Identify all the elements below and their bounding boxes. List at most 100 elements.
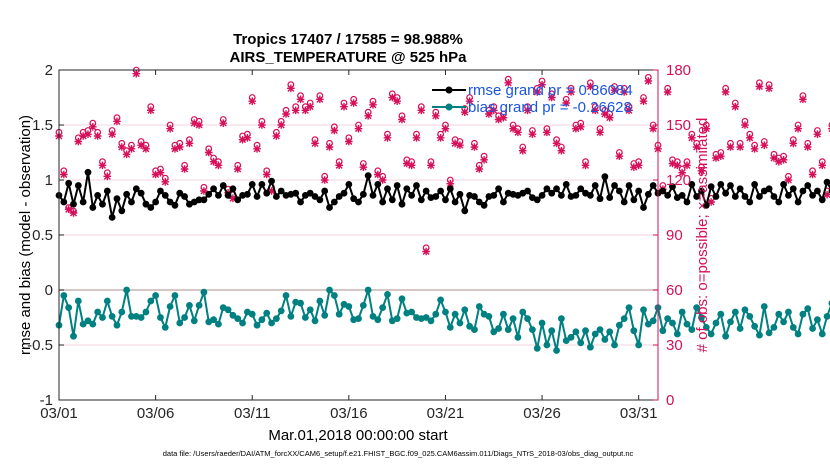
- y2-tick-label: 60: [666, 282, 683, 299]
- rmse-point: [94, 192, 102, 199]
- rmse-point: [727, 182, 734, 189]
- obs-assimilated-marker: [605, 113, 614, 122]
- obs-assimilated-marker: [547, 93, 556, 102]
- bias-point: [591, 330, 599, 338]
- rmse-point: [756, 193, 763, 200]
- obs-assimilated-marker: [794, 124, 802, 133]
- y2-tick-label: 150: [666, 117, 691, 134]
- bias-point: [683, 320, 691, 328]
- observation-count-markers: [55, 66, 830, 256]
- bias-point: [330, 292, 338, 299]
- rmse-point: [108, 214, 116, 221]
- bias-point: [393, 315, 401, 322]
- bias-point: [166, 303, 174, 310]
- y-tick-label: 1: [45, 172, 53, 189]
- obs-assimilated-marker: [683, 161, 691, 170]
- bias-point: [529, 326, 536, 333]
- rmse-point: [422, 187, 430, 195]
- rmse-point: [765, 185, 773, 193]
- obs-assimilated-marker: [103, 172, 112, 181]
- bias-point: [200, 288, 208, 296]
- rmse-point: [794, 198, 802, 206]
- rmse-point: [215, 192, 222, 199]
- obs-assimilated-marker: [195, 121, 203, 129]
- rmse-point: [495, 185, 502, 193]
- bias-point: [533, 344, 541, 352]
- rmse-point: [297, 198, 304, 206]
- obs-assimilated-marker: [557, 146, 566, 155]
- obs-assimilated-marker: [451, 139, 459, 148]
- bias-point: [224, 306, 232, 314]
- bias-point: [475, 303, 483, 310]
- obs-assimilated-marker: [731, 102, 740, 111]
- obs-assimilated-marker: [74, 137, 83, 146]
- rmse-point: [731, 193, 739, 200]
- obs-assimilated-marker: [581, 161, 590, 170]
- bias-point: [70, 332, 77, 340]
- bias-point: [746, 313, 754, 320]
- obs-assimilated-marker: [132, 69, 141, 78]
- bias-point: [538, 319, 546, 327]
- rmse-point: [292, 189, 300, 197]
- obs-assimilated-marker: [325, 143, 334, 151]
- bias-point: [717, 310, 725, 318]
- bias-point: [355, 315, 362, 322]
- bias-point: [818, 330, 826, 338]
- bias-point: [326, 286, 333, 294]
- x-tick-label: 03/21: [427, 405, 465, 422]
- bias-point: [519, 308, 527, 316]
- obs-assimilated-marker: [84, 130, 92, 138]
- rmse-point: [243, 190, 251, 198]
- obs-assimilated-marker: [89, 123, 97, 131]
- rmse-point: [321, 187, 329, 195]
- obs-assimilated-marker: [543, 128, 551, 137]
- rmse-point: [611, 182, 618, 189]
- legend-bias-marker: [445, 103, 453, 111]
- bias-point: [99, 314, 106, 321]
- rmse-point: [751, 181, 759, 188]
- bias-point: [577, 339, 585, 347]
- obs-assimilated-marker: [688, 134, 696, 142]
- obs-assimilated-marker: [291, 106, 300, 115]
- rmse-point: [818, 196, 826, 204]
- rmse-point: [103, 187, 111, 195]
- y2-tick-label: 0: [666, 392, 674, 409]
- obs-assimilated-marker: [316, 95, 324, 104]
- rmse-point: [543, 185, 551, 193]
- obs-assimilated-marker: [572, 124, 580, 133]
- obs-assimilated-marker: [142, 145, 150, 153]
- rmse-point: [258, 181, 266, 188]
- bias-point: [509, 315, 517, 322]
- obs-assimilated-marker: [369, 101, 377, 109]
- bias-point: [60, 292, 68, 299]
- obs-assimilated-marker: [668, 159, 677, 168]
- obs-assimilated-marker: [175, 143, 184, 151]
- obs-assimilated-marker: [412, 134, 421, 142]
- bias-point: [567, 333, 575, 341]
- bias-point: [461, 306, 469, 314]
- rmse-point: [210, 185, 217, 193]
- obs-assimilated-marker: [185, 139, 194, 148]
- bias-point: [186, 302, 193, 309]
- bias-point: [215, 320, 222, 328]
- obs-assimilated-marker: [509, 124, 517, 133]
- obs-assimilated-marker: [330, 126, 339, 135]
- y2-axis-ticks: 0 30 60 90 120 150 180: [653, 62, 691, 409]
- obs-assimilated-marker: [171, 145, 179, 153]
- obs-assimilated-marker: [712, 154, 720, 162]
- bias-point: [586, 343, 594, 351]
- rmse-point: [712, 193, 720, 200]
- y2-tick-label: 90: [666, 227, 683, 244]
- rmse-point: [355, 198, 362, 206]
- legend: rmse grand pr = 0.86084 bias grand pr = …: [432, 82, 633, 116]
- rmse-point: [118, 207, 126, 215]
- rmse-point: [137, 189, 145, 197]
- rmse-point: [630, 196, 638, 204]
- rmse-point: [678, 192, 686, 199]
- obs-assimilated-marker: [436, 134, 445, 142]
- rmse-point: [369, 192, 377, 199]
- obs-assimilated-marker: [248, 97, 257, 105]
- bias-point: [229, 311, 237, 319]
- bias-point: [437, 296, 445, 304]
- rmse-point: [253, 193, 261, 200]
